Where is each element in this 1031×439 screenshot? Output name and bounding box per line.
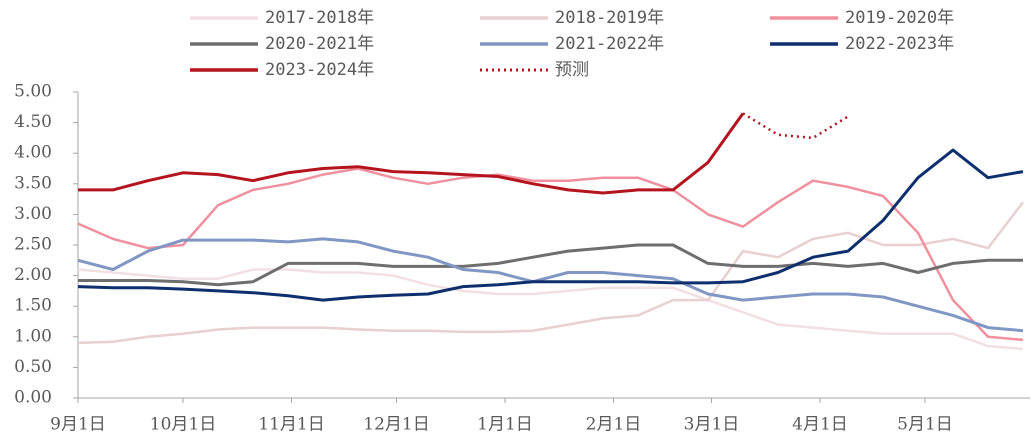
x-tick-label: 9月1日	[50, 415, 106, 435]
legend-label: 2021-2022年	[555, 34, 664, 54]
x-tick-label: 12月1日	[363, 415, 429, 435]
legend-label: 2022-2023年	[845, 34, 954, 54]
x-tick-label: 10月1日	[150, 415, 216, 435]
x-tick-label: 2月1日	[586, 415, 642, 435]
y-tick-label: 4.00	[14, 143, 52, 163]
legend-label: 2017-2018年	[265, 8, 374, 28]
x-tick-label: 11月1日	[258, 415, 324, 435]
series-line	[742, 112, 849, 140]
series-line	[78, 112, 745, 195]
x-tick-label: 3月1日	[684, 415, 740, 435]
y-tick-label: 3.50	[14, 173, 52, 193]
legend-label: 2018-2019年	[555, 8, 664, 28]
x-tick-label: 1月1日	[477, 415, 533, 435]
x-tick-label: 5月1日	[897, 415, 953, 435]
series-line	[77, 268, 1024, 351]
y-tick-label: 1.50	[14, 296, 52, 316]
legend-label: 2023-2024年	[265, 60, 374, 80]
x-tick-label: 4月1日	[792, 415, 848, 435]
y-tick-label: 3.00	[14, 204, 52, 224]
y-tick-label: 2.00	[14, 265, 52, 285]
y-tick-label: 2.50	[14, 235, 52, 255]
series-line	[77, 148, 1024, 302]
y-tick-label: 5.00	[14, 82, 52, 102]
legend-label: 预测	[555, 60, 589, 80]
series-line	[77, 237, 1024, 333]
y-tick-label: 0.00	[14, 388, 52, 408]
y-tick-label: 4.50	[14, 112, 52, 132]
series-line	[78, 243, 1023, 287]
series-line	[77, 201, 1024, 345]
y-tick-label: 1.00	[14, 326, 52, 346]
series-line	[77, 167, 1024, 342]
legend-label: 2020-2021年	[265, 34, 374, 54]
y-tick-label: 0.50	[14, 357, 52, 377]
legend-label: 2019-2020年	[845, 8, 954, 28]
